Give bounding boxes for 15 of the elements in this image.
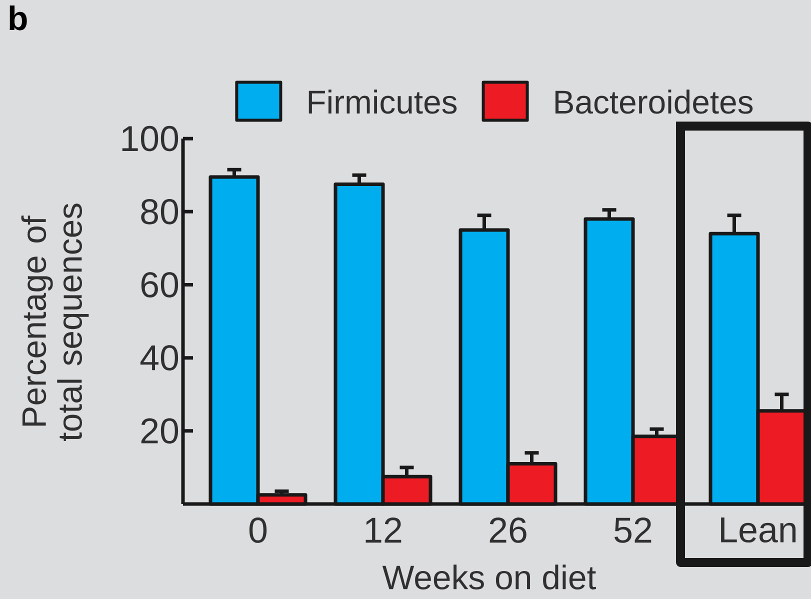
legend-label: Bacteroidetes xyxy=(555,90,753,114)
y-axis-title: Percentage of total sequences xyxy=(21,204,89,442)
y-tick-label: 20 xyxy=(141,418,178,444)
x-tick-label: 12 xyxy=(366,518,402,543)
x-tick-label: 26 xyxy=(490,518,526,543)
x-tick-label: Lean xyxy=(721,518,796,543)
x-tick-label: 52 xyxy=(614,518,652,543)
y-tick-label: 80 xyxy=(141,198,178,224)
y-tick-label: 60 xyxy=(141,272,178,298)
x-tick-label: 0 xyxy=(249,518,267,543)
x-axis-title: Weeks on diet xyxy=(382,564,596,590)
legend-label: Firmicutes xyxy=(308,90,457,114)
text: b xyxy=(10,6,27,30)
y-tick-label: 100 xyxy=(122,126,178,152)
y-tick-label: 40 xyxy=(140,345,178,371)
